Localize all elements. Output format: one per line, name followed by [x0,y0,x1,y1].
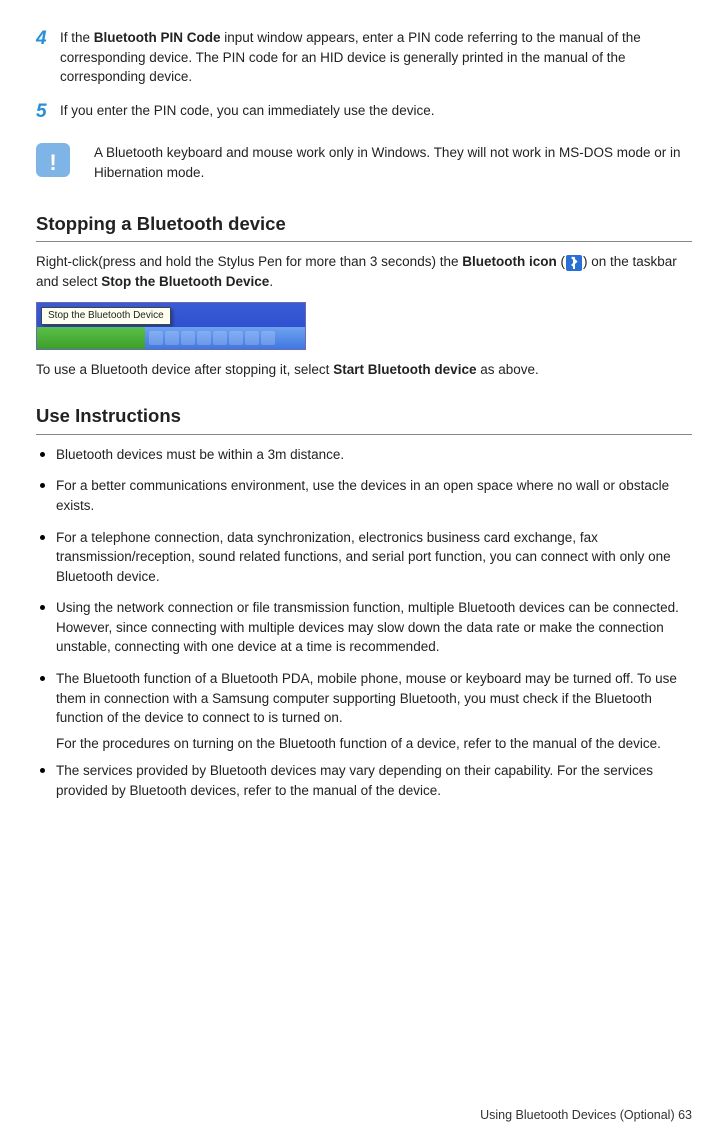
step-text: If you enter the PIN code, you can immed… [60,101,692,124]
step-5: 5 If you enter the PIN code, you can imm… [36,101,692,124]
step-number: 5 [36,101,60,124]
list-item: For a telephone connection, data synchro… [36,528,692,587]
tray-icon [197,331,211,345]
text: Right-click(press and hold the Stylus Pe… [36,254,462,269]
list-item: The Bluetooth function of a Bluetooth PD… [36,669,692,728]
tray-icon [165,331,179,345]
system-tray [145,327,305,349]
bold-text: Bluetooth PIN Code [94,30,221,45]
text: To use a Bluetooth device after stopping… [36,362,333,377]
tray-icon [245,331,259,345]
text: . [269,274,273,289]
bluetooth-icon [566,255,582,271]
tray-icon [261,331,275,345]
page-footer: Using Bluetooth Devices (Optional) 63 [36,1106,692,1124]
divider [36,434,692,435]
heading-stopping: Stopping a Bluetooth device [36,211,692,238]
note-callout: A Bluetooth keyboard and mouse work only… [36,143,692,182]
divider [36,241,692,242]
heading-use-instructions: Use Instructions [36,403,692,430]
list-item: The services provided by Bluetooth devic… [36,761,692,800]
instruction-list: The services provided by Bluetooth devic… [36,761,692,800]
screenshot-taskbar: Stop the Bluetooth Device [36,302,306,350]
start-button-area [37,327,147,349]
tray-icon [181,331,195,345]
step-number: 4 [36,28,60,87]
list-item: For a better communications environment,… [36,476,692,515]
paragraph: To use a Bluetooth device after stopping… [36,360,692,380]
paragraph: Right-click(press and hold the Stylus Pe… [36,252,692,291]
tray-icon [213,331,227,345]
note-text: A Bluetooth keyboard and mouse work only… [94,143,692,182]
step-4: 4 If the Bluetooth PIN Code input window… [36,28,692,87]
instruction-list: Bluetooth devices must be within a 3m di… [36,445,692,728]
bold-text: Stop the Bluetooth Device [101,274,269,289]
bold-text: Start Bluetooth device [333,362,476,377]
bold-text: Bluetooth icon [462,254,557,269]
alert-icon [36,143,70,177]
sub-paragraph: For the procedures on turning on the Blu… [36,734,692,754]
text: ( [557,254,565,269]
tooltip: Stop the Bluetooth Device [41,307,171,326]
tray-icon [229,331,243,345]
list-item: Bluetooth devices must be within a 3m di… [36,445,692,465]
text: If the [60,30,94,45]
list-item: Using the network connection or file tra… [36,598,692,657]
step-text: If the Bluetooth PIN Code input window a… [60,28,692,87]
tray-icon [149,331,163,345]
text: as above. [476,362,538,377]
